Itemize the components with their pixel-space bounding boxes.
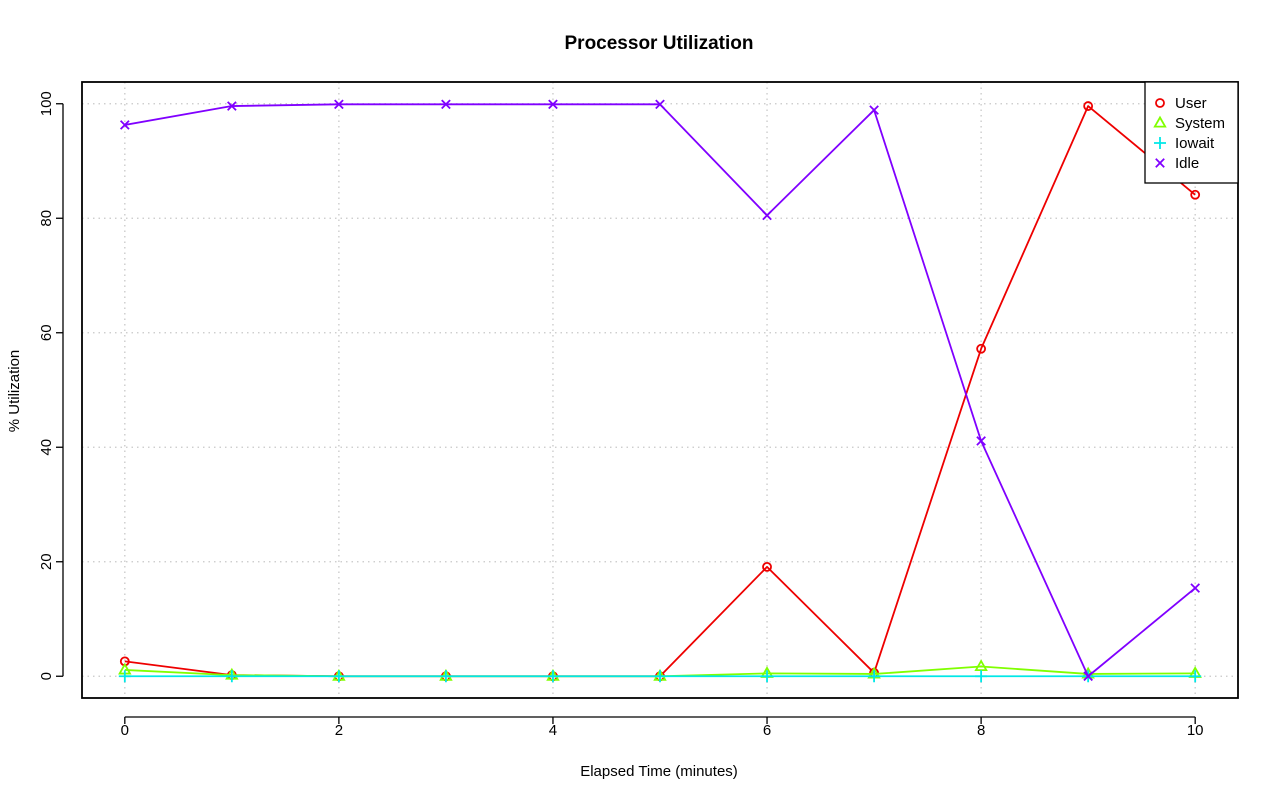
legend-item-iowait: Iowait	[1154, 135, 1215, 152]
legend-label-system: System	[1175, 115, 1225, 132]
data-point-idle	[655, 99, 665, 110]
series-line-idle	[124, 103, 1196, 678]
data-point-idle	[762, 210, 772, 221]
data-point-iowait	[225, 670, 238, 683]
data-point-idle	[334, 99, 344, 110]
legend: User System Iowait Idle	[1144, 81, 1239, 184]
series-line-user	[124, 105, 1196, 678]
legend-item-system: System	[1153, 115, 1225, 132]
y-tick-label: 20	[38, 553, 55, 570]
x-tick-label: 6	[763, 722, 771, 739]
data-point-iowait	[1189, 670, 1202, 683]
x-tick-label: 8	[977, 722, 985, 739]
data-point-idle	[227, 101, 237, 111]
data-point-idle	[1190, 583, 1201, 593]
data-point-idle	[119, 120, 130, 130]
data-point-user	[1083, 101, 1094, 111]
data-point-iowait	[868, 670, 881, 683]
data-point-iowait	[546, 670, 559, 683]
x-axis-label: Elapsed Time (minutes)	[580, 763, 738, 780]
y-tick-label: 40	[38, 439, 55, 456]
legend-label-idle: Idle	[1175, 155, 1199, 172]
y-tick-label: 100	[38, 91, 55, 116]
x-tick-label: 2	[335, 722, 343, 739]
data-point-user	[1190, 189, 1201, 200]
y-tick-label: 60	[38, 324, 55, 341]
legend-marker-idle	[1155, 158, 1165, 168]
data-point-user	[976, 343, 987, 354]
data-point-iowait	[118, 670, 131, 683]
data-point-system	[974, 659, 988, 672]
data-point-idle	[441, 99, 451, 110]
legend-label-iowait: Iowait	[1175, 135, 1215, 152]
data-point-iowait	[439, 670, 452, 683]
legend-marker-system	[1153, 115, 1167, 128]
grid	[82, 82, 1238, 698]
series-user	[119, 101, 1201, 682]
plot-frame	[81, 81, 1239, 699]
data-point-iowait	[654, 670, 666, 683]
data-point-iowait	[761, 670, 774, 683]
x-tick-label: 0	[121, 722, 129, 739]
legend-marker-user	[1155, 98, 1165, 108]
x-tick-label: 10	[1187, 722, 1204, 739]
chart-title: Processor Utilization	[565, 33, 754, 54]
y-tick-label: 80	[38, 210, 55, 227]
series-idle	[119, 99, 1201, 682]
x-tick-label: 4	[549, 722, 557, 739]
series-layer	[118, 99, 1202, 683]
series-iowait	[118, 670, 1202, 683]
data-point-idle	[548, 99, 558, 110]
y-axis-label: % Utilization	[6, 350, 23, 433]
data-point-iowait	[975, 670, 988, 683]
legend-item-idle: Idle	[1155, 155, 1199, 172]
data-point-idle	[869, 105, 879, 115]
y-tick-label: 0	[38, 672, 55, 680]
data-point-user	[762, 561, 772, 572]
legend-marker-iowait	[1154, 137, 1166, 149]
data-point-idle	[976, 436, 986, 446]
legend-label-user: User	[1175, 95, 1207, 112]
data-point-iowait	[332, 670, 345, 683]
legend-item-user: User	[1155, 95, 1207, 112]
data-point-idle	[1083, 671, 1093, 682]
